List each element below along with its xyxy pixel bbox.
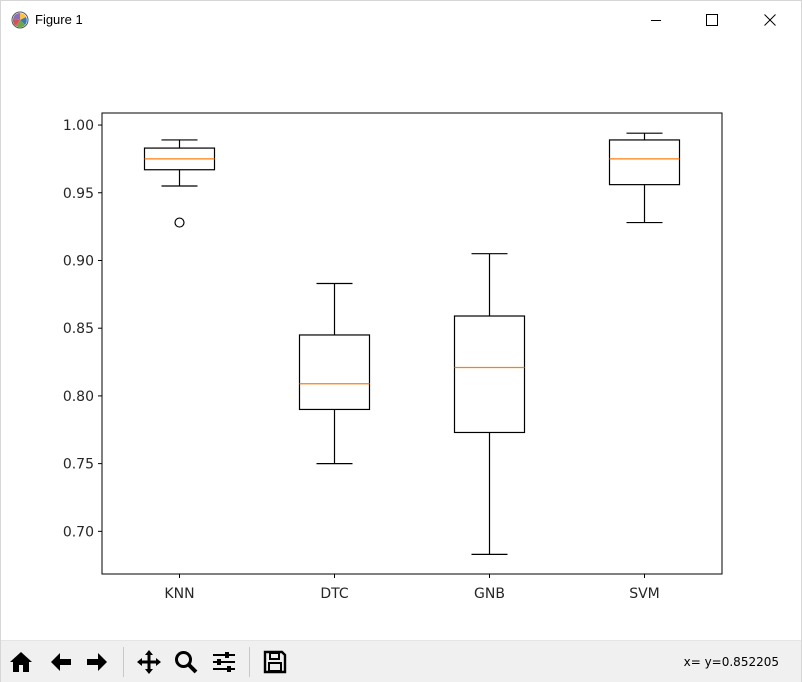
axes-frame (101, 112, 723, 575)
matplotlib-logo-icon (11, 11, 29, 29)
figure-canvas[interactable]: 0.70 0.75 0.80 0.85 0.90 0.95 1.00 KNN DTC GNB SVM (1, 40, 801, 640)
box-dtc (298, 334, 371, 411)
back-button[interactable] (46, 647, 76, 677)
close-icon (764, 14, 776, 26)
y-tick-label: 1.00 (63, 118, 94, 134)
pan-button[interactable] (134, 647, 164, 677)
floppy-disk-icon (263, 650, 287, 674)
maximize-icon (706, 14, 718, 26)
box-svm (608, 139, 681, 186)
maximize-button[interactable] (689, 1, 735, 39)
close-button[interactable] (747, 1, 793, 39)
navigation-toolbar: x= y=0.852205 (1, 640, 801, 682)
minimize-button[interactable] (633, 1, 679, 39)
y-tick-label: 0.75 (63, 457, 94, 473)
cursor-coordinates: x= y=0.852205 (683, 655, 779, 669)
title-bar[interactable]: Figure 1 (1, 1, 801, 39)
box-gnb (453, 315, 526, 434)
y-tick-label: 0.80 (63, 389, 94, 405)
y-tick-label: 0.95 (63, 186, 94, 202)
arrow-left-icon (51, 653, 71, 671)
y-tick-label: 0.90 (63, 253, 94, 269)
x-tick-label: SVM (629, 586, 660, 602)
minimize-icon (651, 20, 661, 21)
forward-button[interactable] (82, 647, 112, 677)
configure-subplots-button[interactable] (209, 647, 239, 677)
y-tick-label: 0.70 (63, 524, 94, 540)
home-button[interactable] (6, 647, 36, 677)
toolbar-separator (249, 647, 250, 677)
boxplot-chart: 0.70 0.75 0.80 0.85 0.90 0.95 1.00 KNN DTC GNB SVM (63, 112, 723, 602)
move-icon (137, 650, 161, 674)
sliders-icon (213, 652, 235, 672)
arrow-right-icon (87, 653, 107, 671)
x-tick-label: KNN (164, 586, 194, 602)
y-tick-label: 0.85 (63, 321, 94, 337)
window-title: Figure 1 (35, 12, 83, 27)
x-tick-label: DTC (320, 586, 349, 602)
save-button[interactable] (260, 647, 290, 677)
zoom-button[interactable] (171, 647, 201, 677)
toolbar-separator (123, 647, 124, 677)
outlier-point (174, 217, 185, 228)
home-icon (10, 652, 32, 672)
magnifier-icon (175, 651, 198, 674)
x-tick-label: GNB (474, 586, 505, 602)
